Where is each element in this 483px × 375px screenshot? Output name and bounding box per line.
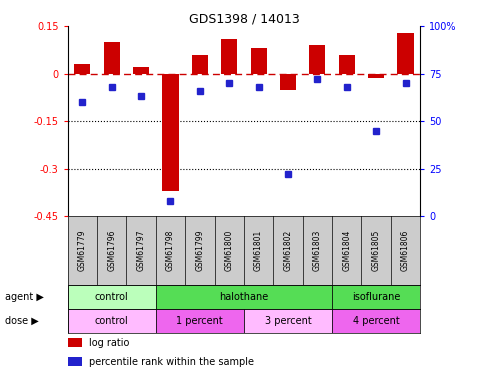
Bar <box>68 309 156 333</box>
Bar <box>280 74 296 90</box>
Text: 4 percent: 4 percent <box>353 316 399 326</box>
Bar <box>68 285 156 309</box>
Text: GSM61796: GSM61796 <box>107 230 116 271</box>
Text: halothane: halothane <box>219 292 269 302</box>
Text: 3 percent: 3 percent <box>265 316 312 326</box>
Bar <box>156 285 332 309</box>
Bar <box>332 309 420 333</box>
Text: GSM61779: GSM61779 <box>78 230 87 271</box>
Text: GSM61803: GSM61803 <box>313 230 322 271</box>
Bar <box>133 68 149 74</box>
Text: control: control <box>95 292 128 302</box>
Text: percentile rank within the sample: percentile rank within the sample <box>89 357 254 367</box>
Bar <box>74 64 90 74</box>
Text: control: control <box>95 316 128 326</box>
Bar <box>244 309 332 333</box>
Text: log ratio: log ratio <box>89 338 129 348</box>
Bar <box>156 309 244 333</box>
Bar <box>251 48 267 74</box>
Bar <box>68 357 82 366</box>
Text: agent ▶: agent ▶ <box>5 292 43 302</box>
Text: isoflurane: isoflurane <box>352 292 400 302</box>
Bar <box>339 55 355 74</box>
Text: GSM61804: GSM61804 <box>342 230 351 271</box>
Bar <box>332 285 420 309</box>
Title: GDS1398 / 14013: GDS1398 / 14013 <box>188 12 299 25</box>
Text: GSM61797: GSM61797 <box>137 230 145 271</box>
Bar <box>162 74 179 191</box>
Text: GSM61799: GSM61799 <box>195 230 204 271</box>
Text: GSM61800: GSM61800 <box>225 230 234 271</box>
Text: GSM61802: GSM61802 <box>284 230 293 271</box>
Bar <box>221 39 237 74</box>
Bar <box>192 55 208 74</box>
Bar <box>68 338 82 347</box>
Bar <box>398 33 413 74</box>
Text: GSM61798: GSM61798 <box>166 230 175 271</box>
Text: GSM61801: GSM61801 <box>254 230 263 271</box>
Text: 1 percent: 1 percent <box>176 316 223 326</box>
Bar <box>104 42 120 74</box>
Bar <box>368 74 384 78</box>
Text: dose ▶: dose ▶ <box>5 316 39 326</box>
Text: GSM61805: GSM61805 <box>371 230 381 271</box>
Bar <box>309 45 326 74</box>
Text: GSM61806: GSM61806 <box>401 230 410 271</box>
